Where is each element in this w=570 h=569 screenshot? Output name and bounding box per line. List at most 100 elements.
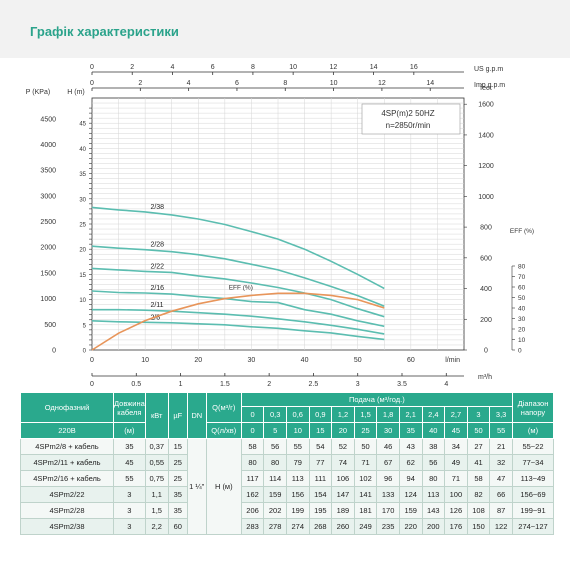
cell-head-value: 56 (263, 438, 287, 455)
cell-head-value: 206 (240, 502, 265, 519)
y-pressure-tick-label: 4000 (40, 142, 56, 149)
cell-head-value: 202 (263, 502, 287, 519)
th-q-lmin-value: 55 (489, 422, 513, 439)
table-row: 4SPm2/8 + кабель 35 0,37 15 1 ¼" Н (м) 58 56 55 5… (20, 438, 554, 535)
cell-head-value: 32 (489, 454, 513, 471)
spec-table-wrap: Однофазний Довжина кабеля кВт µF DN Q(м³… (20, 392, 554, 535)
cell-kw: 2,2 (144, 518, 169, 535)
cell-head-value: 80 (263, 454, 287, 471)
y-eff-tick-label: 60 (518, 285, 526, 292)
x-m3h-tick-label: 0 (90, 381, 94, 388)
cell-kw: 1,5 (144, 502, 169, 519)
cell-uf: 35 (167, 486, 188, 503)
y-pressure-tick-label: 3000 (40, 193, 56, 200)
y-pressure-tick-label: 2500 (40, 219, 56, 226)
y-pressure-tick-label: 4500 (40, 116, 56, 123)
table-row: 4SPm2/28 3 1,5 35 206 202 199 195 189 181 170 159 14… (20, 502, 554, 519)
cell-head-value: 235 (376, 518, 400, 535)
x-imp-tick-label: 12 (378, 80, 386, 87)
cell-head-value: 43 (398, 438, 423, 455)
table-row: 4SPm2/16 + кабель 55 0,75 25 117 114 113 111 106… (20, 470, 554, 487)
table-row: 4SPm2/11 + кабель 45 0,55 25 80 80 79 77 74 71 67 6… (20, 454, 554, 471)
y-eff-tick-label: 10 (518, 337, 526, 344)
th-q-lmin-value: 40 (421, 422, 446, 439)
curve-label-2-11: 2/11 (150, 302, 163, 309)
cell-range: 199~91 (512, 502, 554, 519)
cell-head-value: 150 (466, 518, 491, 535)
th-kw: кВт (144, 392, 169, 439)
cell-head-value: 154 (308, 486, 333, 503)
x-imp-tick-label: 2 (138, 80, 142, 87)
cell-head-value: 195 (308, 502, 333, 519)
cell-kw: 0,75 (144, 470, 169, 487)
efficiency-curve (91, 292, 385, 351)
cell-head-value: 49 (444, 454, 468, 471)
cell-head-value: 106 (331, 470, 355, 487)
cell-head-value: 133 (376, 486, 400, 503)
cell-range: 274~127 (512, 518, 554, 535)
x-imp-tick-label: 10 (330, 80, 338, 87)
th-dn: DN (186, 392, 207, 439)
curve-2-38 (91, 206, 385, 290)
cell-model: 4SPm2/22 (20, 486, 114, 503)
x-m3h-tick-label: 3.5 (397, 381, 407, 388)
th-q-m3h: Q(м³/г) (205, 392, 242, 423)
th-q-lmin-value: 45 (444, 422, 468, 439)
y-head-tick-label: 40 (79, 147, 86, 153)
cell-head-value: 113 (421, 486, 446, 503)
cell-head-value: 176 (444, 518, 468, 535)
cell-range: 113~49 (512, 470, 554, 487)
y-feet-label: feet (480, 85, 492, 92)
x-tick-label: 40 (301, 357, 309, 364)
th-phase: Однофазний (20, 392, 114, 423)
x-m3h-tick-label: 0.5 (131, 381, 141, 388)
table-header-row-2: 220В (м) Q(л/хв) 0 5 10 15 20 25 30 35 40 45 50 55 (м) (20, 422, 554, 439)
curve-2-28 (91, 245, 385, 307)
x-imp-tick-label: 14 (426, 80, 434, 87)
x-us-tick-label: 12 (329, 64, 337, 71)
cell-head-value: 46 (376, 438, 400, 455)
x-m3h-tick-label: 4 (444, 381, 448, 388)
curve-2-11 (92, 308, 385, 335)
th-q-m3h-value: 1,2 (331, 406, 355, 423)
cell-head-value: 71 (353, 454, 378, 471)
cell-head-value: 96 (376, 470, 400, 487)
x-us-tick-label: 8 (251, 64, 255, 71)
x-us-tick-label: 14 (370, 64, 378, 71)
y-pressure-tick-label: 0 (52, 348, 56, 355)
cell-head-value: 56 (421, 454, 446, 471)
cell-head-value: 162 (240, 486, 265, 503)
x-m3h-tick-label: 2 (267, 381, 271, 388)
y-feet-tick-label: 1600 (478, 102, 494, 109)
cell-cable: 3 (113, 502, 146, 519)
y-pressure-tick-label: 3500 (40, 168, 56, 175)
th-q-lmin-value: 20 (331, 422, 355, 439)
th-q-lmin-value: 10 (285, 422, 310, 439)
th-q-m3h-value: 0,9 (308, 406, 333, 423)
x-m3h-unit-label: m³/h (478, 374, 492, 381)
th-q-lmin-value: 30 (376, 422, 400, 439)
x-imp-tick-label: 4 (187, 80, 191, 87)
x-imp-tick-label: 0 (90, 80, 94, 87)
efficiency-label: EFF (%) (229, 284, 253, 291)
cell-cable: 45 (113, 454, 146, 471)
page-header: Графік характеристики (0, 0, 570, 58)
th-q-lmin: Q(л/хв) (205, 422, 242, 439)
cell-head-value: 143 (421, 502, 446, 519)
th-q-m3h-value: 0,3 (263, 406, 287, 423)
curve-label-2-28: 2/28 (150, 242, 164, 249)
y-pressure-tick-label: 2000 (40, 245, 56, 252)
y-head-tick-label: 45 (79, 122, 86, 128)
cell-range: 55~22 (512, 438, 554, 455)
cell-head-value: 200 (421, 518, 446, 535)
cell-model: 4SPm2/8 + кабель (20, 438, 114, 455)
cell-cable: 55 (113, 470, 146, 487)
x-us-tick-label: 10 (289, 64, 297, 71)
curve-2-22 (91, 267, 385, 318)
cell-head-value: 71 (444, 470, 468, 487)
cell-head-value: 82 (466, 486, 491, 503)
cell-head-value: 94 (398, 470, 423, 487)
cell-range: 77~34 (512, 454, 554, 471)
y-feet-tick-label: 200 (480, 317, 492, 324)
